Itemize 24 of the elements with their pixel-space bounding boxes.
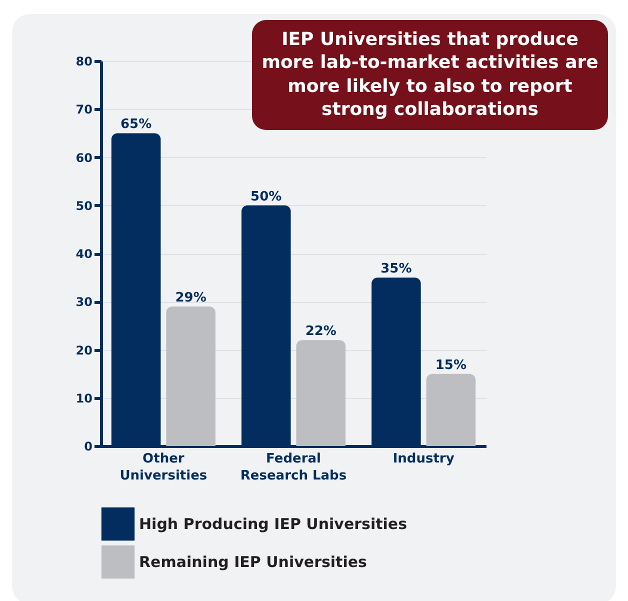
bar: [426, 374, 476, 446]
x-tick-label: Other Universities: [120, 452, 208, 484]
x-tick-label: Federal Research Labs: [240, 452, 347, 484]
data-label: 50%: [250, 189, 282, 204]
y-tick-label: 80: [76, 54, 92, 68]
y-tick-label: 30: [76, 295, 92, 310]
data-label: 65%: [120, 117, 152, 132]
legend-label: High Producing IEP Universities: [139, 515, 408, 533]
y-tick-label: 20: [76, 343, 92, 358]
data-label: 15%: [435, 358, 467, 373]
x-tick-label: Industry: [392, 452, 455, 466]
bar: [166, 306, 216, 446]
y-tick-label: 10: [76, 391, 92, 406]
y-tick-label: 70: [76, 102, 92, 117]
annotation: IEP Universities that produce more lab-to-market activities are more likely to also to report strong collaborations: [252, 20, 608, 130]
data-label: 29%: [175, 290, 206, 306]
bar: [296, 340, 346, 446]
legend-label: Remaining IEP Universities: [139, 553, 368, 571]
y-tick-label: 0: [84, 440, 92, 454]
data-label: 35%: [380, 262, 412, 277]
data-label: 22%: [305, 324, 336, 340]
y-tick-label: 40: [76, 247, 92, 261]
y-tick-label: 50: [76, 198, 92, 213]
y-tick-label: 60: [76, 150, 92, 165]
